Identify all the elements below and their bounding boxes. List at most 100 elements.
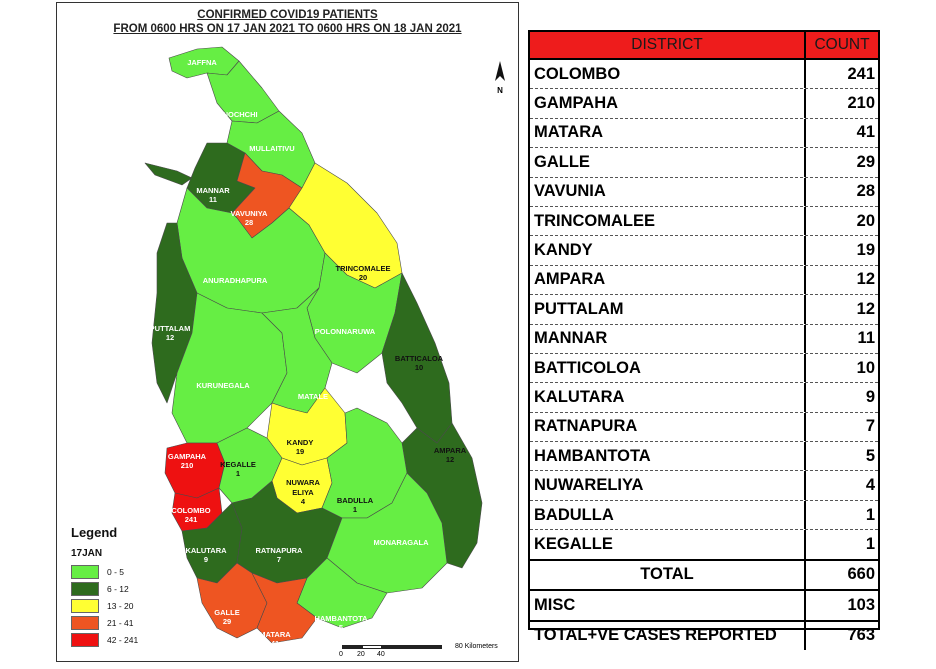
row-count: 10 xyxy=(856,358,875,377)
legend-item: 21 - 41 xyxy=(71,614,191,631)
row-count: 1 xyxy=(865,534,875,553)
map-title: CONFIRMED COVID19 PATIENTS FROM 0600 HRS… xyxy=(57,8,518,36)
row-district: MATARA xyxy=(530,118,806,148)
district-label: VAVUNIYA xyxy=(231,209,269,218)
district-value: 11 xyxy=(209,195,217,204)
row-count: 41 xyxy=(856,123,875,142)
district-value: 12 xyxy=(166,333,174,342)
total-label: TOTAL xyxy=(530,560,806,590)
table-row: BADULLA 1 xyxy=(530,500,878,531)
district-value: 7 xyxy=(277,555,281,564)
district-value: 12 xyxy=(446,455,454,464)
scale-tick-40: 40 xyxy=(377,651,385,658)
row-district: VAVUNIA xyxy=(530,177,806,206)
row-count: 28 xyxy=(856,182,875,201)
table-row: AMPARA 12 xyxy=(530,265,878,296)
misc-count: 103 xyxy=(847,595,875,614)
district-label: MULLAITIVU xyxy=(249,144,294,153)
row-district: KALUTARA xyxy=(530,383,806,412)
north-label: N xyxy=(497,86,503,95)
scale-tick-20: 20 xyxy=(357,651,365,658)
district-value: 4 xyxy=(301,497,306,506)
legend-swatch xyxy=(71,598,99,613)
north-arrow: N xyxy=(494,61,506,95)
legend-label: 6 - 12 xyxy=(107,583,129,594)
misc-row: MISC 103 xyxy=(530,589,878,620)
row-district: KANDY xyxy=(530,236,806,265)
row-district: KEGALLE xyxy=(530,530,806,559)
district-label: RATNAPURA xyxy=(256,546,304,555)
table-body: COLOMBO 241 GAMPAHA 210 MATARA 41 GALLE 29 VAVUN… xyxy=(530,60,878,559)
district-value: 20 xyxy=(359,273,367,282)
district-label: HAMBANTOTA xyxy=(314,614,368,623)
table-row: PUTTALAM 12 xyxy=(530,295,878,325)
table-row: MATARA 41 xyxy=(530,118,878,149)
row-count: 29 xyxy=(856,152,875,171)
district-label: POLONNARUWA xyxy=(315,327,376,336)
row-district: GALLE xyxy=(530,148,806,177)
row-district: AMPARA xyxy=(530,265,806,295)
total-row: TOTAL 660 xyxy=(530,558,878,590)
district-value: 10 xyxy=(415,363,423,372)
district-label: AMPARA xyxy=(434,446,467,455)
row-district: MANNAR xyxy=(530,324,806,353)
district-value: 28 xyxy=(245,218,253,227)
table-row: GAMPAHA 210 xyxy=(530,89,878,119)
row-district: PUTTALAM xyxy=(530,295,806,324)
row-count: 12 xyxy=(856,270,875,289)
row-count: 7 xyxy=(865,417,875,436)
district-value: 41 xyxy=(271,639,279,648)
district-value: 1 xyxy=(236,469,240,478)
district-label: MONARAGALA xyxy=(374,538,430,547)
legend-swatch xyxy=(71,632,99,647)
district-label: KURUNEGALA xyxy=(196,381,250,390)
table-row: HAMBANTOTA 5 xyxy=(530,442,878,472)
table-row: NUWARELIYA 4 xyxy=(530,471,878,501)
district-value: 241 xyxy=(185,515,198,524)
district-label: KILINOCHCHI xyxy=(208,110,257,119)
legend-label: 13 - 20 xyxy=(107,600,134,611)
district-label: BATTICALOA xyxy=(395,354,444,363)
row-district: GAMPAHA xyxy=(530,89,806,118)
header-district: DISTRICT xyxy=(530,32,806,58)
legend-label: 42 - 241 xyxy=(107,634,139,645)
district-label: MANNAR xyxy=(196,186,230,195)
district-label: ANURADHAPURA xyxy=(203,276,268,285)
legend-item: 6 - 12 xyxy=(71,580,191,597)
district-label: JAFFNA xyxy=(187,58,217,67)
grand-total-count: 763 xyxy=(847,626,875,645)
district-label: GAMPAHA xyxy=(168,452,207,461)
district-value: 5 xyxy=(339,623,343,632)
row-district: BADULLA xyxy=(530,500,806,530)
table-row: COLOMBO 241 xyxy=(530,60,878,90)
table-row: RATNAPURA 7 xyxy=(530,412,878,443)
row-district: TRINCOMALEE xyxy=(530,206,806,236)
header-count: COUNT xyxy=(806,32,878,58)
table-row: KEGALLE 1 xyxy=(530,530,878,559)
scale-tick-80: 80 Kilometers xyxy=(455,643,498,650)
legend-subtitle: 17JAN xyxy=(71,548,103,559)
legend-swatch xyxy=(71,615,99,630)
row-district: HAMBANTOTA xyxy=(530,442,806,471)
table-row: KALUTARA 9 xyxy=(530,383,878,413)
district-puttalam xyxy=(151,222,198,404)
map-title-line1: CONFIRMED COVID19 PATIENTS xyxy=(197,9,378,21)
district-label: KEGALLE xyxy=(220,460,256,469)
district-count-table: DISTRICT COUNT COLOMBO 241 GAMPAHA 210 MATAR… xyxy=(528,30,880,651)
legend-item: 13 - 20 xyxy=(71,597,191,614)
table-row: KANDY 19 xyxy=(530,236,878,266)
row-district: BATTICOLOA xyxy=(530,353,806,383)
row-count: 241 xyxy=(847,64,875,83)
district-label: BADULLA xyxy=(337,496,374,505)
district-value: 9 xyxy=(204,555,208,564)
legend: Legend 17JAN 0 - 5 6 - 12 13 - 20 21 - 41 42… xyxy=(71,525,191,648)
row-count: 11 xyxy=(857,329,875,348)
total-count: 660 xyxy=(847,565,875,584)
misc-label: MISC xyxy=(530,591,806,620)
row-count: 19 xyxy=(856,241,875,260)
district-mannar-island xyxy=(144,162,193,186)
table-row: MANNAR 11 xyxy=(530,324,878,354)
district-label: COLOMBO xyxy=(171,506,210,515)
